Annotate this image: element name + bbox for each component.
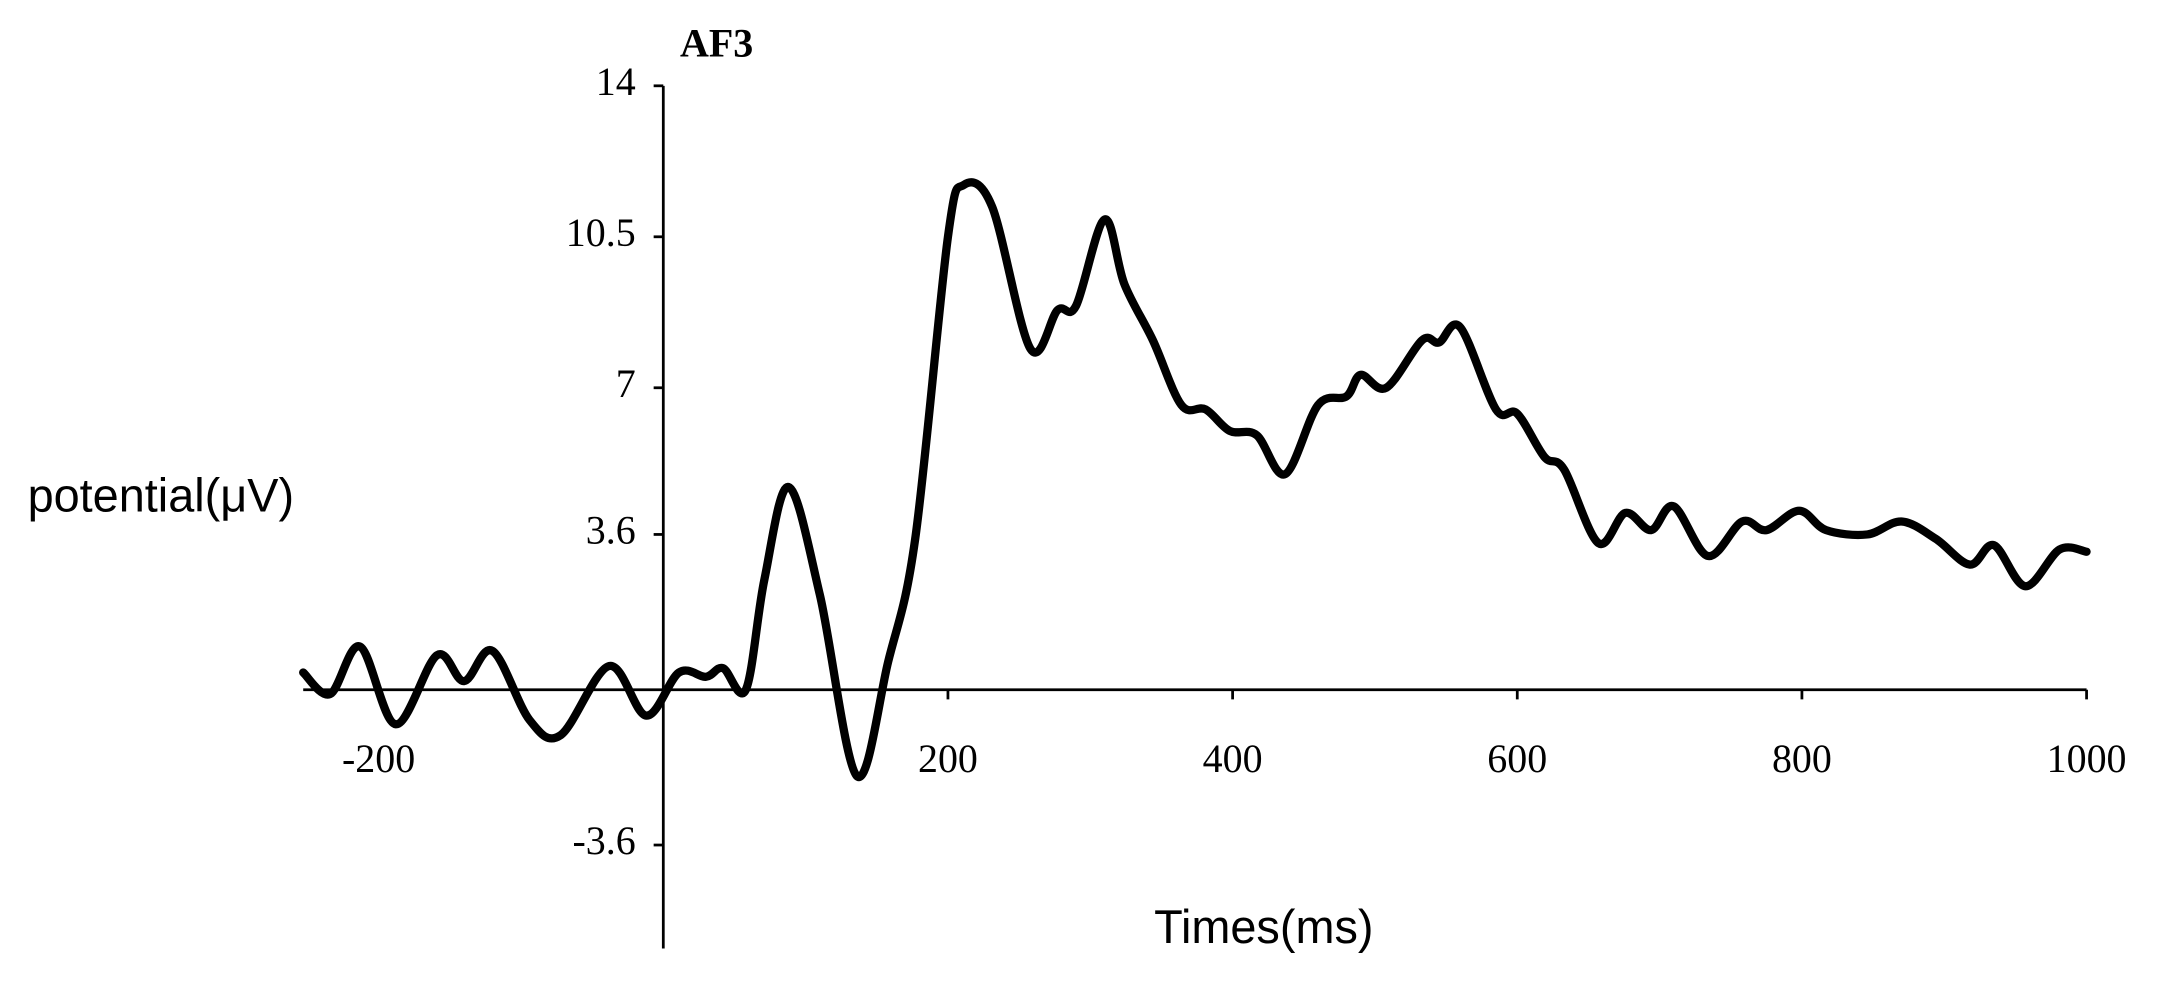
x-tick-label: 800: [1772, 736, 1832, 781]
y-axis-label: potential(μV): [28, 470, 295, 522]
y-tick-label: 14: [596, 59, 636, 104]
x-tick-label: -200: [342, 736, 415, 781]
x-tick-label: 200: [918, 736, 978, 781]
x-tick-label: 1000: [2047, 736, 2127, 781]
x-tick-label: 400: [1203, 736, 1263, 781]
x-axis-label: Times(ms): [1154, 901, 1373, 953]
data-line: [299, 178, 2091, 781]
chart-title: AF3: [680, 20, 753, 65]
y-tick-label: -3.6: [572, 818, 635, 863]
y-tick-label: 10.5: [566, 210, 636, 255]
y-tick-label: 3.6: [586, 508, 636, 553]
x-tick-label: 600: [1487, 736, 1547, 781]
y-tick-label: 7: [616, 361, 636, 406]
